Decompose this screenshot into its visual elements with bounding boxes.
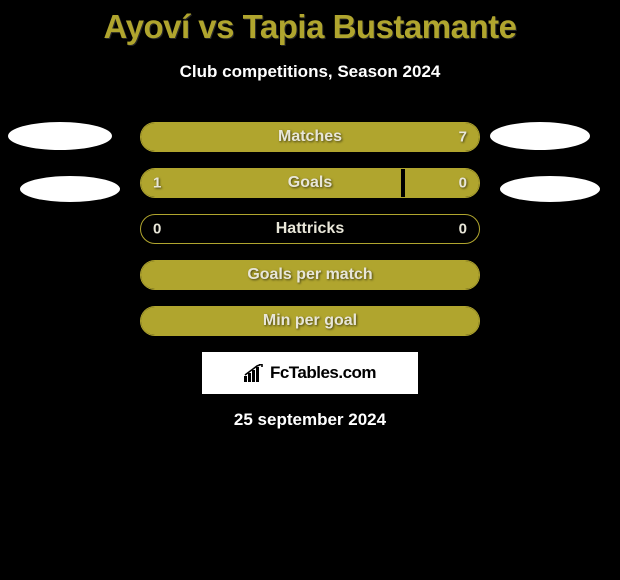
bar-gap (141, 215, 479, 243)
logo-text: FcTables.com (270, 363, 376, 383)
player-silhouette-right (490, 122, 590, 150)
row-value-left: 1 (153, 175, 161, 192)
page-title: Ayoví vs Tapia Bustamante (0, 0, 620, 46)
bar-left (141, 261, 479, 289)
comp-row: Goals10 (140, 168, 480, 198)
row-value-right: 7 (459, 129, 467, 146)
row-value-right: 0 (459, 221, 467, 238)
row-value-left: 0 (153, 221, 161, 238)
player-silhouette-left (20, 176, 120, 202)
bar-left (141, 307, 479, 335)
comp-row: Matches7 (140, 122, 480, 152)
page-subtitle: Club competitions, Season 2024 (0, 62, 620, 82)
row-value-right: 0 (459, 175, 467, 192)
logo-chart-icon (244, 364, 266, 382)
comp-row: Min per goal (140, 306, 480, 336)
player-silhouette-right (500, 176, 600, 202)
comparison-rows: Matches7Goals10Hattricks00Goals per matc… (0, 122, 620, 336)
bar-right (405, 169, 479, 197)
comp-row: Goals per match (140, 260, 480, 290)
player-silhouette-left (8, 122, 112, 150)
date-line: 25 september 2024 (0, 410, 620, 430)
comp-row: Hattricks00 (140, 214, 480, 244)
logo-box: FcTables.com (202, 352, 418, 394)
bar-left (141, 169, 401, 197)
bar-left (141, 123, 286, 151)
bar-right (286, 123, 479, 151)
